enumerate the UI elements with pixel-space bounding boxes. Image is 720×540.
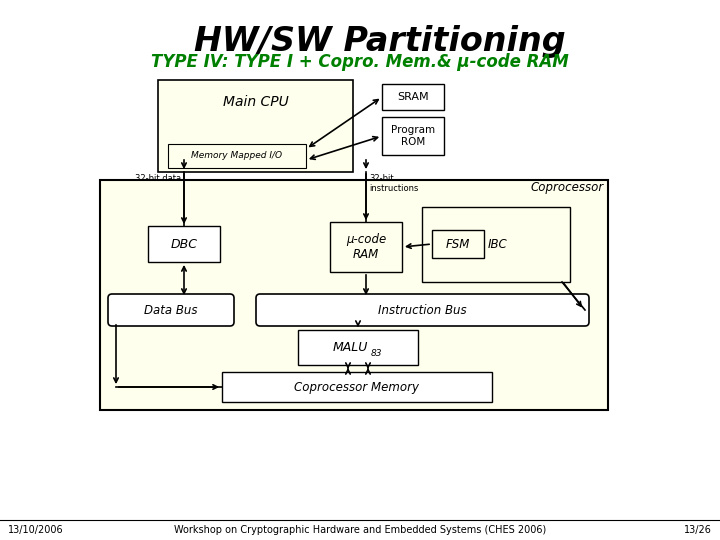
Text: DBC: DBC [171, 238, 197, 251]
Bar [382, 117, 444, 155]
Text: 83: 83 [370, 349, 382, 358]
Bar [422, 207, 570, 282]
Text: IBC: IBC [488, 238, 508, 251]
Bar [432, 230, 484, 258]
Text: 13/10/2006: 13/10/2006 [8, 525, 63, 535]
FancyBboxPatch shape [108, 294, 234, 326]
Text: Coprocessor Memory: Coprocessor Memory [294, 381, 420, 394]
Text: Main CPU: Main CPU [222, 95, 289, 109]
Bar [330, 222, 402, 272]
Text: μ-code
RAM: μ-code RAM [346, 233, 386, 261]
FancyBboxPatch shape [256, 294, 589, 326]
Text: Instruction Bus: Instruction Bus [378, 303, 467, 316]
Text: Memory Mapped I/O: Memory Mapped I/O [192, 152, 282, 160]
Text: FSM: FSM [446, 238, 470, 251]
Bar [222, 372, 492, 402]
Text: Workshop on Cryptographic Hardware and Embedded Systems (CHES 2006): Workshop on Cryptographic Hardware and E… [174, 525, 546, 535]
Text: TYPE IV: TYPE I + Copro. Mem.& μ-code RAM: TYPE IV: TYPE I + Copro. Mem.& μ-code RA… [151, 53, 569, 71]
Bar [298, 330, 418, 365]
Text: SRAM: SRAM [397, 92, 429, 102]
Text: MALU: MALU [333, 341, 368, 354]
Text: HW/SW Partitioning: HW/SW Partitioning [194, 25, 566, 58]
Bar [148, 226, 220, 262]
Text: 13/26: 13/26 [684, 525, 712, 535]
Bar [382, 84, 444, 110]
Bar [100, 180, 608, 410]
Text: 32-bit
instructions: 32-bit instructions [369, 174, 418, 193]
Text: Data Bus: Data Bus [144, 303, 198, 316]
Text: Coprocessor: Coprocessor [531, 181, 604, 194]
Text: Program
ROM: Program ROM [391, 125, 435, 147]
Bar [158, 80, 353, 172]
Bar [168, 144, 306, 168]
Text: 32-bit data: 32-bit data [135, 174, 181, 183]
